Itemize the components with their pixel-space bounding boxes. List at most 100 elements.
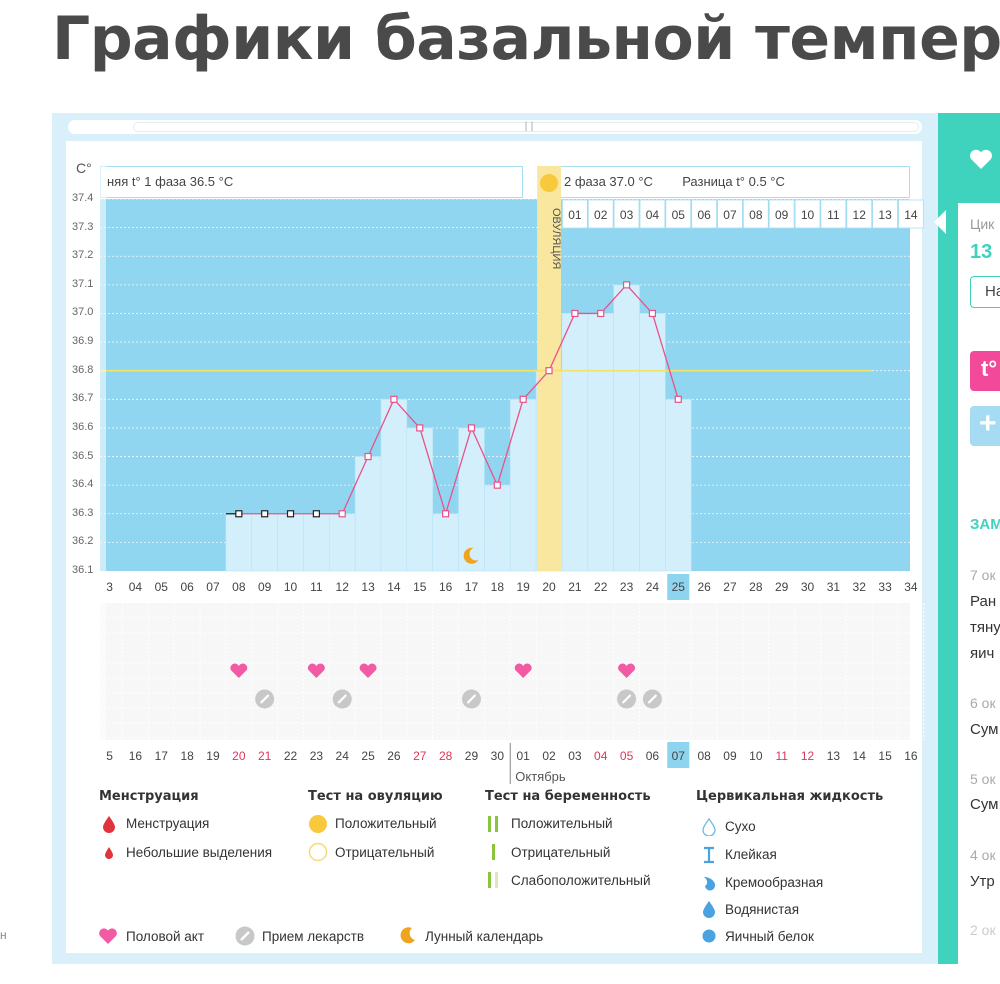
heart-icon[interactable] <box>359 663 377 678</box>
date-label: 16 <box>904 749 918 763</box>
date-label: 17 <box>155 749 169 763</box>
date-label: 08 <box>697 749 711 763</box>
temperature-point[interactable] <box>390 395 398 403</box>
phase1-average-label: няя t° 1 фаза 36.5 °C <box>107 174 234 189</box>
temperature-point[interactable] <box>674 395 682 403</box>
temperature-line <box>238 283 679 517</box>
cycle-day-label: 07 <box>206 580 220 594</box>
note-line[interactable]: Утр <box>970 873 995 890</box>
add-icon: + <box>979 407 997 440</box>
post-ovulation-day-cell <box>665 199 692 229</box>
note-line[interactable]: Сум <box>970 796 999 813</box>
temperature-point[interactable] <box>467 424 476 432</box>
temperature-button[interactable]: t° <box>970 351 1000 391</box>
temperature-point[interactable] <box>442 510 450 518</box>
date-row <box>100 741 910 769</box>
post-ovulation-day-cell <box>743 199 769 229</box>
cycle-day-label: 14 <box>387 580 401 594</box>
legend-item-creamy: Кремообразная <box>725 875 824 890</box>
legend-title-ovulation-test: Тест на овуляцию <box>308 789 443 804</box>
chart-scrollbar-thumb[interactable] <box>133 122 919 132</box>
post-ovulation-day-cell <box>587 199 614 229</box>
cycle-day-label: 33 <box>878 580 892 594</box>
add-entry-button[interactable]: + <box>970 406 1000 446</box>
post-ovulation-day-label: 07 <box>723 208 737 222</box>
cycle-day-label: 17 <box>465 580 479 594</box>
date-label: 16 <box>129 749 143 763</box>
cycle-day-label: 10 <box>284 580 298 594</box>
cycle-label: Цик <box>970 216 995 232</box>
temperature-point[interactable] <box>338 510 346 518</box>
legend-item-pregnancy-negative: Отрицательный <box>511 845 611 860</box>
heart-icon[interactable] <box>618 663 636 678</box>
cycle-day-label: 19 <box>516 580 530 594</box>
watery-drop-icon <box>703 901 715 918</box>
post-ovulation-day-cell <box>691 199 717 229</box>
note-line[interactable]: Сум <box>970 721 999 738</box>
y-tick-label: 36.4 <box>72 478 94 491</box>
date-label: 01 <box>516 749 530 763</box>
pill-icon <box>235 926 255 946</box>
panel-button[interactable]: На <box>970 276 1000 308</box>
temperature-point[interactable] <box>545 367 553 375</box>
legend-item-egg-white: Яичный белок <box>725 929 814 944</box>
cycle-day-label: 29 <box>775 580 789 594</box>
cycle-day-label: 24 <box>646 580 660 594</box>
date-label: 02 <box>542 749 556 763</box>
temperature-point[interactable] <box>235 510 243 518</box>
temperature-point[interactable] <box>648 309 657 318</box>
pill-icon-stroke <box>621 694 632 704</box>
note-line[interactable]: тяну <box>970 619 1000 636</box>
heart-icon <box>99 928 117 944</box>
temperature-point[interactable] <box>597 309 605 318</box>
y-tick-label: 37.2 <box>72 249 94 262</box>
cycle-day-label: 22 <box>594 580 608 594</box>
y-tick-label: 37.0 <box>72 306 94 319</box>
phase1-average-box: няя t° 1 фаза 36.5 °C <box>100 166 523 198</box>
temperature-point[interactable] <box>571 309 579 318</box>
cycle-day-label: 20 <box>542 580 556 594</box>
cycle-day-label: 23 <box>620 580 634 594</box>
post-ovulation-day-label: 02 <box>594 208 608 222</box>
pregnancy-positive-icon <box>488 816 498 832</box>
temperature-point[interactable] <box>622 281 631 289</box>
sticky-icon <box>704 846 714 864</box>
post-ovulation-day-cell <box>820 199 847 229</box>
post-ovulation-day-cell <box>768 199 795 229</box>
panel-button-label: На <box>985 283 1000 300</box>
date-label: 22 <box>284 749 298 763</box>
post-ovulation-day-cell <box>872 199 898 229</box>
phase2-average-box: 2 фаза 37.0 °C Разница t° 0.5 °C <box>549 166 910 198</box>
temperature-point[interactable] <box>364 452 372 461</box>
date-label: 12 <box>801 749 815 763</box>
heart-icon[interactable] <box>230 663 248 678</box>
legend-item-light-spotting: Небольшие выделения <box>126 845 273 860</box>
date-label: 5 <box>106 749 113 763</box>
post-ovulation-day-label: 13 <box>878 208 892 222</box>
post-ovulation-day-cell <box>639 199 666 229</box>
y-tick-label: 36.9 <box>72 335 94 348</box>
cycle-value: 13 <box>970 241 993 263</box>
temperature-point[interactable] <box>312 510 320 518</box>
side-text-fragment: н <box>0 928 7 942</box>
temperature-point[interactable] <box>286 510 295 518</box>
temperature-point[interactable] <box>261 510 269 518</box>
post-ovulation-day-cell <box>846 199 873 229</box>
month-label: Октябрь <box>515 769 566 784</box>
pill-icon-stroke <box>647 694 658 704</box>
note-line[interactable]: яич <box>970 645 995 662</box>
temperature-point[interactable] <box>519 395 527 403</box>
date-label: 21 <box>258 749 272 763</box>
legend-item-lunar-calendar: Лунный календарь <box>425 929 544 944</box>
temperature-point[interactable] <box>416 424 424 432</box>
positive-test-circle-icon <box>309 815 327 833</box>
post-ovulation-day-label: 04 <box>646 208 660 222</box>
cycle-day-row <box>100 572 910 600</box>
note-line[interactable]: Ран <box>970 593 997 610</box>
heart-icon[interactable] <box>514 663 532 678</box>
heart-icon[interactable] <box>307 663 325 678</box>
temperature-point[interactable] <box>493 481 501 489</box>
favorite-heart-icon[interactable] <box>968 148 994 172</box>
post-ovulation-day-label: 09 <box>775 208 789 222</box>
